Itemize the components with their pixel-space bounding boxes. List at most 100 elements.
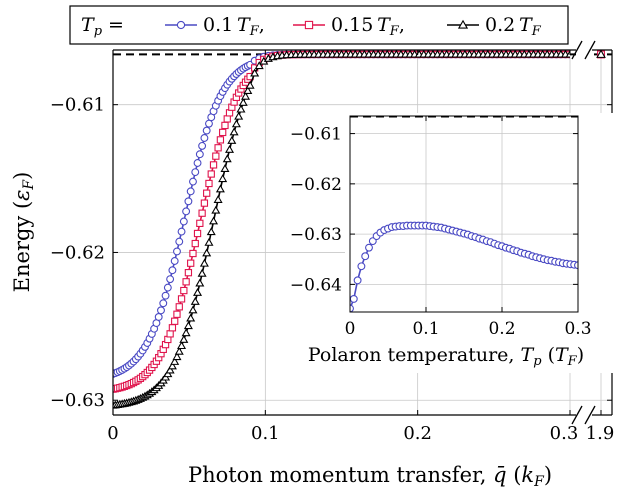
series-point — [168, 324, 177, 332]
x-tick-label: 0.1 — [251, 423, 280, 444]
series-point — [196, 219, 204, 227]
series-point — [236, 104, 246, 113]
series-point — [165, 365, 175, 374]
series-point — [177, 341, 187, 350]
legend-entry: 0.2 TF — [447, 14, 542, 39]
series-point — [234, 111, 244, 120]
series-point — [202, 126, 211, 135]
series-point — [231, 119, 241, 128]
series-point — [203, 189, 211, 197]
series-point — [187, 259, 195, 267]
series-point — [154, 313, 163, 321]
series-point — [186, 187, 195, 196]
x-tick-label: 0 — [107, 423, 118, 444]
series-point — [209, 161, 218, 169]
series-point — [184, 197, 193, 206]
series-point — [175, 303, 183, 311]
series-point — [180, 286, 188, 295]
series-point — [229, 127, 239, 136]
break-slash — [571, 40, 583, 60]
y-tick-label: −0.62 — [50, 242, 105, 263]
x-axis-label: Photon momentum transfer, q̄ (kF) — [188, 463, 552, 490]
series-point — [254, 61, 264, 70]
series-point — [198, 141, 207, 150]
series-point — [197, 268, 207, 277]
main-series — [113, 50, 570, 409]
series-point — [243, 86, 253, 94]
series-point — [182, 207, 191, 216]
series-point — [166, 275, 175, 284]
x-tick-label: 0.2 — [403, 423, 432, 444]
break-slash — [584, 40, 596, 60]
series-triangle — [113, 50, 570, 409]
series-point — [157, 306, 165, 315]
legend: Tp = 0.1 TF, 0.15 TF, 0.2 TF — [69, 5, 569, 45]
inset-x-tick-label: 0 — [345, 319, 356, 339]
series-point — [175, 237, 184, 246]
series-point — [168, 266, 177, 275]
series-point — [222, 154, 232, 163]
series-point — [214, 144, 222, 152]
series-point — [227, 136, 237, 144]
series-point — [205, 179, 213, 188]
series-point — [218, 174, 228, 183]
series-point — [195, 278, 205, 287]
inset-y-tick-label: −0.64 — [290, 275, 342, 295]
series-point — [193, 287, 203, 296]
x-tick-label: 0.3 — [550, 423, 579, 444]
y-axis-label: Energy (εF) — [10, 172, 37, 293]
series-point — [213, 195, 223, 203]
legend-marker — [457, 19, 469, 29]
series-point — [179, 334, 189, 343]
break-slash — [584, 405, 596, 425]
legend-entry: 0.15 TF, — [293, 14, 405, 39]
main-break-marker — [596, 49, 606, 59]
series-point — [177, 295, 186, 303]
series-point — [206, 227, 216, 236]
y-tick-label: −0.63 — [50, 390, 105, 411]
legend-marker — [176, 20, 186, 30]
series-point — [223, 115, 231, 123]
series-point — [173, 310, 181, 318]
inset-series-point — [350, 294, 358, 303]
series-point — [170, 257, 179, 265]
series-point — [190, 296, 200, 305]
series-point — [161, 291, 170, 300]
legend-entries: 0.1 TF, 0.15 TF, 0.2 TF — [165, 14, 542, 39]
inset-series-point — [353, 276, 362, 285]
inset-x-axis-label: Polaron temperature, Tp (TF) — [308, 344, 584, 369]
series-point — [186, 313, 196, 322]
series-point — [179, 217, 188, 226]
series-point — [191, 239, 199, 248]
series-point — [195, 150, 204, 159]
break-slash — [571, 405, 583, 425]
series-point — [193, 229, 202, 238]
series-point — [221, 121, 229, 130]
series-point — [181, 328, 191, 337]
inset-ticks: 0 0.1 0.2 0.3 −0.61 −0.62 −0.63 −0.64 — [290, 116, 592, 339]
legend-prefix: Tp = — [81, 14, 124, 39]
series-point — [225, 144, 235, 153]
series-point — [219, 128, 227, 137]
inset-x-tick-label: 0.1 — [412, 319, 439, 339]
inset-x-tick-label: 0.3 — [564, 319, 591, 339]
series-point — [174, 346, 184, 355]
series-point — [207, 170, 215, 178]
series-point — [220, 164, 230, 173]
inset-plot: 0 0.1 0.2 0.3 −0.61 −0.62 −0.63 −0.64 Polaron t… — [290, 113, 617, 373]
inset-series-circle — [350, 221, 578, 312]
inset-series — [350, 221, 578, 312]
series-point — [183, 321, 193, 330]
inset-frame — [349, 115, 579, 313]
inset-series-point — [365, 243, 373, 252]
series-point — [182, 278, 190, 286]
legend-label: 0.2 TF — [485, 14, 542, 39]
legend-label: 0.1 TF, — [203, 14, 265, 39]
series-point — [189, 177, 197, 186]
legend-label: 0.15 TF, — [331, 14, 405, 39]
series-point — [189, 249, 197, 258]
series-point — [167, 361, 177, 370]
inset-series-point — [361, 252, 370, 261]
legend-marker — [304, 20, 314, 30]
